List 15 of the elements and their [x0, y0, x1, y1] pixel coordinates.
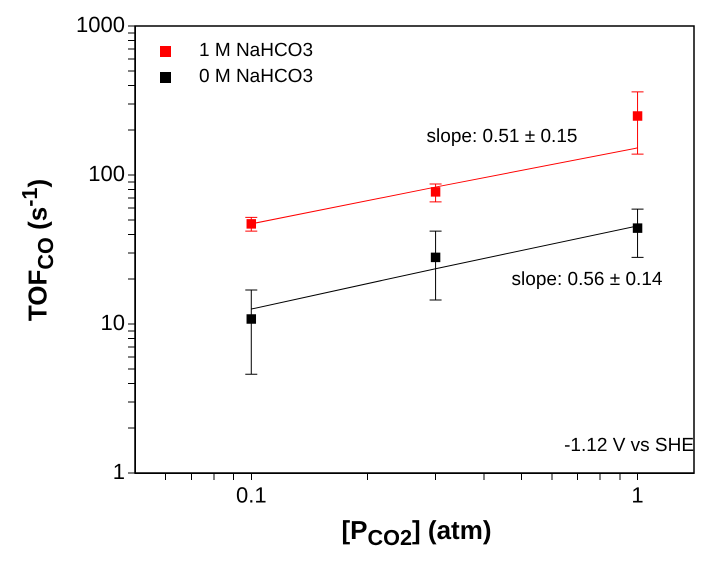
point: [246, 314, 256, 324]
point: [632, 223, 642, 233]
y-tick-label: 100: [88, 161, 125, 186]
y-tick-label: 10: [100, 310, 125, 336]
y-tick-label: 1: [112, 459, 125, 484]
annotation: -1.12 V vs SHE: [564, 435, 694, 456]
x-tick-label: 0.1: [236, 482, 267, 508]
annotation: slope: 0.56 ± 0.14: [512, 269, 663, 290]
point: [246, 219, 256, 229]
legend-label: 0 M NaHCO3: [199, 65, 314, 89]
y-tick-label: 1000: [76, 12, 125, 38]
annotation: slope: 0.51 ± 0.15: [426, 126, 578, 148]
legend-label: 1 M NaHCO3: [199, 39, 314, 63]
x-axis-title: [P$_{CO2}$] (atm): [340, 515, 492, 552]
point: [632, 111, 642, 121]
